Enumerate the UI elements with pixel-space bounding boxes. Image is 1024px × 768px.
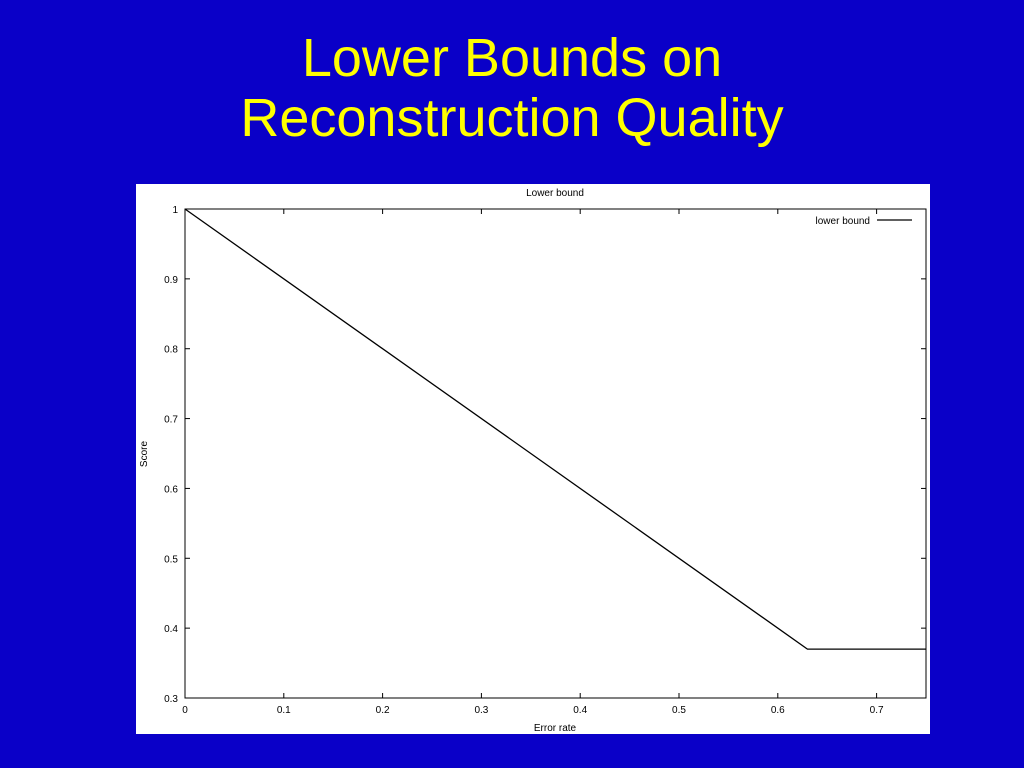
legend: lower bound (816, 216, 912, 227)
chart-panel: Lower bound Error rate Score 0 0.1 0.2 0.3 0… (136, 184, 930, 734)
plot-frame (184, 208, 927, 699)
series-line-lower-bound (184, 208, 926, 650)
x-tick-label: 0.4 (573, 705, 587, 716)
y-tick-label: 0.4 (164, 624, 178, 635)
y-tick-label: 1 (172, 205, 178, 216)
line-chart: Lower bound Error rate Score 0 0.1 0.2 0.3 0… (139, 188, 927, 734)
chart-title: Lower bound (526, 188, 584, 199)
x-tick-label: 0.3 (474, 705, 488, 716)
slide-title: Lower Bounds on Reconstruction Quality (0, 28, 1024, 148)
y-axis-label: Score (139, 441, 150, 468)
y-tick-label: 0.5 (164, 554, 178, 565)
x-tick-label: 0.6 (771, 705, 785, 716)
x-axis-label: Error rate (534, 723, 577, 734)
x-tick-label: 0 (182, 705, 188, 716)
legend-label: lower bound (816, 216, 870, 227)
y-axis-ticks: 0.3 0.4 0.5 0.6 0.7 0.8 0.9 1 (164, 205, 926, 705)
y-tick-label: 0.3 (164, 694, 178, 705)
y-tick-label: 0.8 (164, 345, 178, 356)
x-tick-label: 0.1 (277, 705, 291, 716)
y-tick-label: 0.6 (164, 484, 178, 495)
y-tick-label: 0.9 (164, 275, 178, 286)
x-tick-label: 0.5 (672, 705, 686, 716)
series-layer (184, 208, 926, 650)
x-axis-ticks: 0 0.1 0.2 0.3 0.4 0.5 0.6 0.7 (182, 209, 884, 716)
slide-title-line-2: Reconstruction Quality (240, 88, 784, 148)
y-tick-label: 0.7 (164, 415, 178, 426)
x-tick-label: 0.7 (870, 705, 884, 716)
x-tick-label: 0.2 (376, 705, 390, 716)
slide-title-line-1: Lower Bounds on (301, 28, 723, 88)
